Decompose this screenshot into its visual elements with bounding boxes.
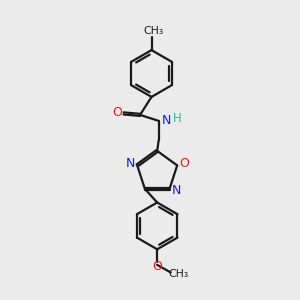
Text: O: O xyxy=(179,157,189,170)
Text: CH₃: CH₃ xyxy=(168,268,189,279)
Text: O: O xyxy=(112,106,122,119)
Text: CH₃: CH₃ xyxy=(143,26,164,36)
Text: N: N xyxy=(172,184,182,197)
Text: N: N xyxy=(125,158,135,170)
Text: O: O xyxy=(152,260,162,274)
Text: N: N xyxy=(162,114,171,127)
Text: H: H xyxy=(173,112,182,125)
